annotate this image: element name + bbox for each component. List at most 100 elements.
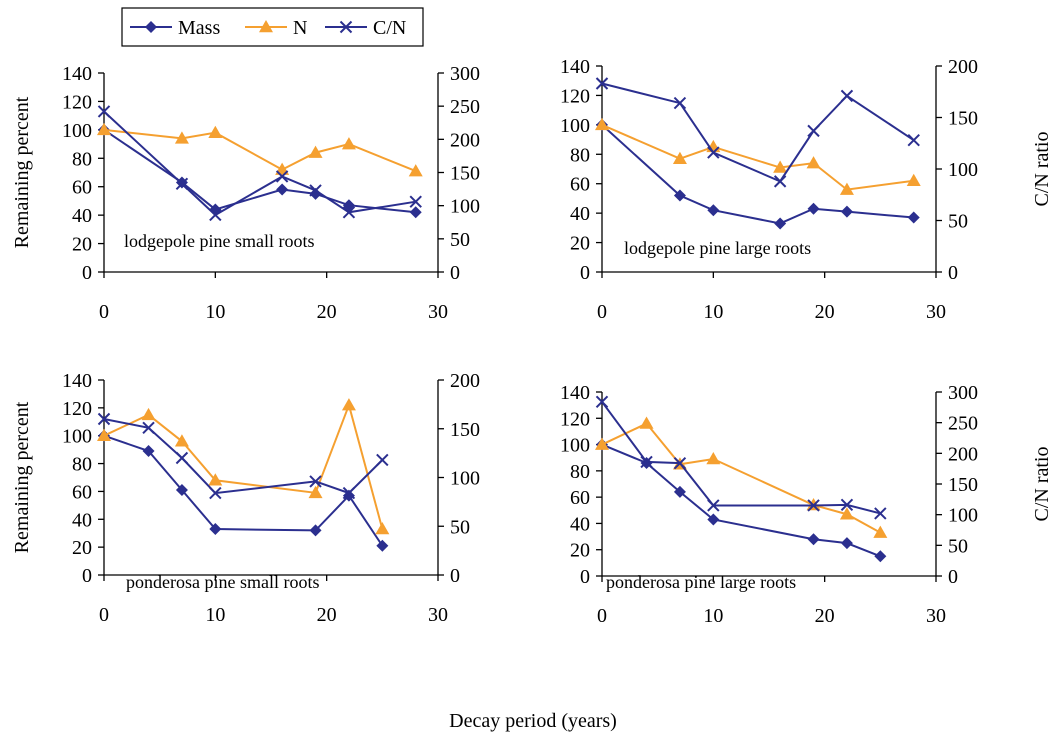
data-point-cn [275, 170, 289, 183]
x-tick-label: 10 [703, 605, 723, 627]
y2-tick-label: 0 [948, 566, 958, 588]
y-tick-label: 60 [72, 177, 92, 199]
data-point-cn [309, 184, 322, 197]
x-tick-label: 10 [703, 301, 723, 323]
y2-tick-label: 0 [450, 565, 460, 587]
series-mass [596, 118, 920, 230]
panel-2: 0 10 20 30020406080100120140050100150200C/N… [560, 56, 1053, 323]
data-point-mass [673, 189, 686, 202]
y2-tick-label: 250 [450, 96, 480, 118]
series-cn [97, 412, 389, 500]
panel-annotation: ponderosa pine large roots [606, 572, 796, 592]
data-point-n [341, 137, 356, 150]
data-point-mass [309, 187, 322, 200]
y-tick-label: 140 [62, 370, 92, 392]
y2-tick-label: 100 [450, 196, 480, 218]
y-tick-label: 20 [72, 234, 92, 256]
data-point-cn [309, 475, 322, 488]
series-n [595, 117, 921, 195]
y-axis-label: Remaining percent [11, 96, 33, 248]
data-point-n [595, 117, 609, 131]
y2-tick-label: 100 [450, 468, 480, 490]
data-point-n [839, 507, 854, 520]
y-tick-label: 0 [580, 262, 590, 284]
data-point-mass [907, 211, 920, 224]
y-tick-label: 80 [72, 454, 92, 476]
data-point-n [174, 131, 189, 144]
y-tick-label: 20 [570, 233, 590, 255]
y-axis-label: Remaining percent [11, 401, 33, 553]
data-point-n [275, 162, 290, 175]
data-point-mass [409, 206, 422, 219]
y2-tick-label: 0 [948, 262, 958, 284]
y-tick-label: 40 [72, 509, 92, 531]
data-point-cn [595, 395, 609, 409]
data-point-cn [175, 177, 189, 190]
data-point-n [208, 473, 223, 486]
y-tick-label: 20 [72, 537, 92, 559]
x-tick-label: 0 [597, 605, 607, 627]
series-n [97, 398, 390, 535]
y-tick-label: 100 [560, 435, 590, 457]
data-point-cn [209, 208, 222, 222]
data-point-n [706, 452, 721, 465]
legend-marker-mass [145, 21, 157, 33]
x-tick-label: 0 [597, 301, 607, 323]
data-point-mass [376, 539, 389, 552]
y-tick-label: 140 [62, 63, 92, 85]
legend-entry-mass: Mass [130, 17, 220, 39]
data-point-n [639, 416, 654, 429]
y-tick-label: 80 [570, 461, 590, 483]
series-mass [98, 429, 389, 552]
data-point-cn [97, 105, 111, 118]
y2-tick-label: 150 [450, 419, 480, 441]
data-point-n [595, 437, 609, 450]
panel-annotation: lodgepole pine small roots [124, 231, 314, 251]
series-line-cn [601, 401, 881, 515]
series-line-mass [103, 129, 416, 214]
legend-marker-cn [339, 20, 353, 34]
panel-3: 0 10 20 30020406080100120140050100150200Rem… [11, 370, 480, 626]
data-point-n [806, 156, 821, 169]
data-point-n [97, 428, 111, 441]
x-tick-label: 30 [926, 301, 946, 323]
panels: 0 10 20 30020406080100120140050100150200250… [11, 56, 1053, 627]
data-point-cn [707, 146, 720, 159]
x-tick-label: 30 [926, 605, 946, 627]
data-point-mass [175, 484, 188, 497]
panel-annotation: lodgepole pine large roots [624, 238, 811, 258]
y-tick-label: 60 [570, 174, 590, 196]
data-point-mass [142, 445, 155, 458]
y-tick-label: 120 [560, 408, 590, 430]
legend-label-n: N [293, 17, 307, 39]
y2-tick-label: 100 [948, 159, 978, 181]
x-tick-label: 10 [205, 301, 225, 323]
y-tick-label: 120 [62, 398, 92, 420]
data-point-cn [595, 77, 609, 90]
data-point-mass [807, 533, 820, 546]
y2-tick-label: 50 [948, 211, 968, 233]
legend-label-cn: C/N [373, 17, 406, 39]
y-tick-label: 140 [560, 56, 590, 78]
x-tick-label: 10 [205, 604, 225, 626]
y2-tick-label: 200 [450, 370, 480, 392]
y-tick-label: 40 [570, 203, 590, 225]
panel-annotation: ponderosa pine small roots [126, 572, 319, 592]
y-tick-label: 100 [62, 426, 92, 448]
x-tick-label: 20 [815, 301, 835, 323]
data-point-mass [276, 183, 289, 196]
y-tick-label: 100 [560, 115, 590, 137]
y-tick-label: 120 [62, 91, 92, 113]
data-point-n [174, 434, 189, 447]
y-tick-label: 0 [82, 262, 92, 284]
data-point-cn [342, 486, 356, 500]
panel-4: 0 10 20 30020406080100120140050100150200250… [560, 382, 1053, 627]
data-point-cn [175, 451, 189, 465]
data-point-cn [376, 453, 389, 467]
data-point-cn [342, 206, 356, 219]
data-point-n [375, 522, 390, 535]
series-mass [98, 123, 422, 219]
series-line-n [601, 123, 914, 191]
y-tick-label: 0 [82, 565, 92, 587]
y-tick-label: 60 [570, 487, 590, 509]
